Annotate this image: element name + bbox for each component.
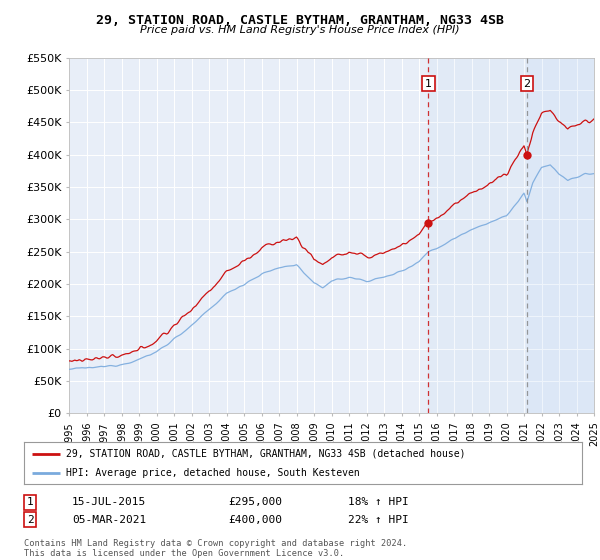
Text: £400,000: £400,000	[228, 515, 282, 525]
Text: Price paid vs. HM Land Registry's House Price Index (HPI): Price paid vs. HM Land Registry's House …	[140, 25, 460, 35]
Text: 2: 2	[26, 515, 34, 525]
Bar	[527, 58, 594, 413]
Text: HPI: Average price, detached house, South Kesteven: HPI: Average price, detached house, Sout…	[66, 468, 359, 478]
Text: £295,000: £295,000	[228, 497, 282, 507]
Text: 15-JUL-2015: 15-JUL-2015	[72, 497, 146, 507]
Text: 29, STATION ROAD, CASTLE BYTHAM, GRANTHAM, NG33 4SB (detached house): 29, STATION ROAD, CASTLE BYTHAM, GRANTHA…	[66, 449, 466, 459]
Text: 1: 1	[26, 497, 34, 507]
Text: Contains HM Land Registry data © Crown copyright and database right 2024.
This d: Contains HM Land Registry data © Crown c…	[24, 539, 407, 558]
Bar	[428, 58, 527, 413]
Text: 2: 2	[523, 78, 530, 88]
Text: 22% ↑ HPI: 22% ↑ HPI	[348, 515, 409, 525]
Text: 1: 1	[425, 78, 432, 88]
Text: 18% ↑ HPI: 18% ↑ HPI	[348, 497, 409, 507]
Text: 05-MAR-2021: 05-MAR-2021	[72, 515, 146, 525]
Text: 29, STATION ROAD, CASTLE BYTHAM, GRANTHAM, NG33 4SB: 29, STATION ROAD, CASTLE BYTHAM, GRANTHA…	[96, 14, 504, 27]
